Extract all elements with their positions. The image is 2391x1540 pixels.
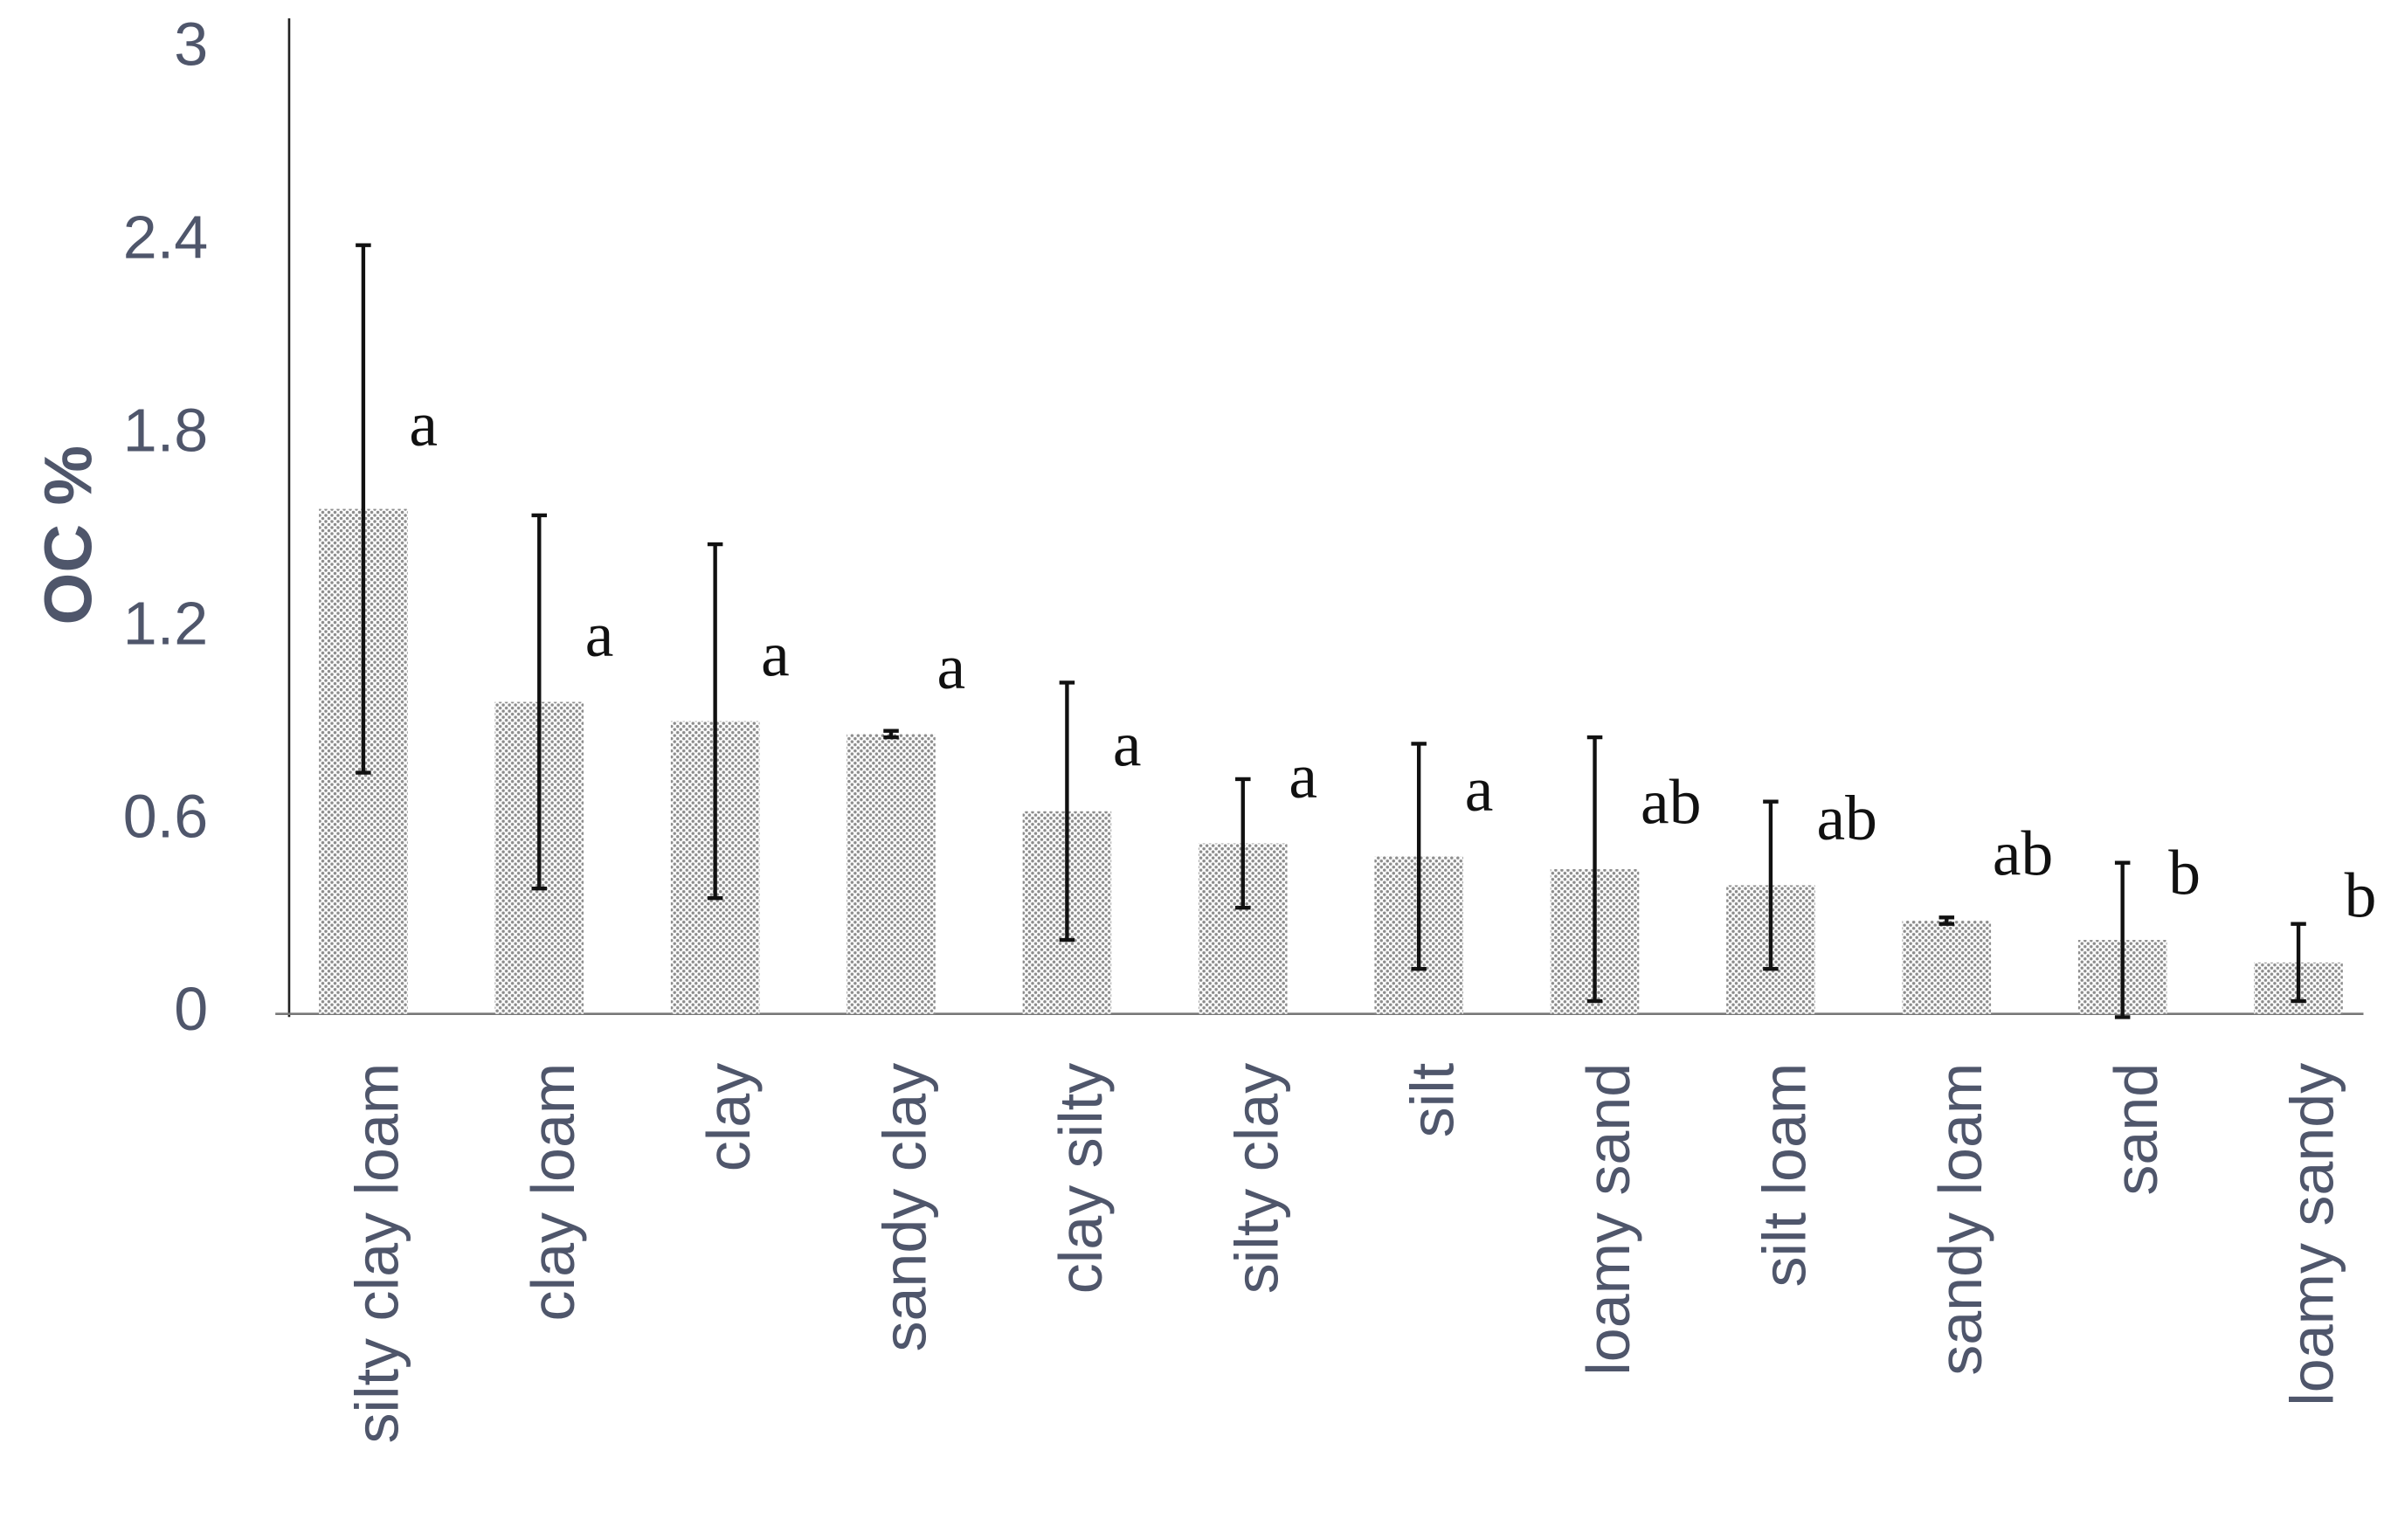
significance-letter: a (937, 631, 966, 702)
x-tick-label: silt (1399, 1063, 1467, 1138)
y-axis-title: OC % (31, 445, 106, 625)
x-tick-label: loamy sandy (2278, 1063, 2346, 1406)
significance-letter: a (409, 388, 438, 459)
significance-letter: a (1289, 740, 1317, 811)
y-tick-label: 1.2 (123, 589, 208, 657)
y-tick-label: 0.6 (123, 782, 208, 850)
x-tick-label: sandy loam (1926, 1063, 1994, 1376)
error-bar (1235, 777, 1251, 910)
error-bar (1586, 735, 1603, 1004)
x-tick-label: sand (2102, 1063, 2170, 1196)
significance-letter: b (2345, 859, 2377, 930)
bar (847, 734, 936, 1014)
y-tick-label: 0 (174, 975, 208, 1043)
x-tick-label: silty clay (1222, 1063, 1290, 1295)
y-tick-label: 3 (174, 10, 208, 79)
bar (1902, 920, 1992, 1014)
error-bar (2114, 860, 2131, 1019)
error-bar (1763, 799, 1779, 971)
significance-letter: a (761, 618, 790, 689)
error-bar (883, 729, 899, 740)
x-tick-label: clay loam (519, 1063, 587, 1322)
error-bar (356, 243, 371, 775)
significance-letter: ab (1993, 818, 2053, 889)
error-bar (1938, 915, 1955, 926)
y-tick-label: 1.8 (123, 396, 208, 464)
error-bar (531, 513, 548, 891)
error-bar (2291, 922, 2306, 1004)
error-bar (1059, 680, 1075, 943)
x-tick-label: silty clay loam (342, 1063, 411, 1444)
significance-letter: a (1465, 753, 1494, 825)
x-tick-label: silt loam (1750, 1063, 1818, 1288)
x-tick-label: loamy sand (1574, 1063, 1642, 1376)
significance-letter: a (1113, 708, 1142, 779)
error-bar (1411, 742, 1427, 971)
significance-letter: a (585, 598, 614, 670)
significance-letter: ab (1641, 766, 1701, 838)
error-bar (707, 542, 723, 901)
x-tick-label: clay (694, 1063, 763, 1172)
x-tick-label: clay silty (1047, 1063, 1115, 1295)
significance-letter: b (2168, 837, 2201, 908)
x-tick-label: sandy clay (871, 1063, 939, 1352)
y-tick-label: 2.4 (123, 203, 208, 271)
significance-letter: ab (1816, 782, 1876, 853)
